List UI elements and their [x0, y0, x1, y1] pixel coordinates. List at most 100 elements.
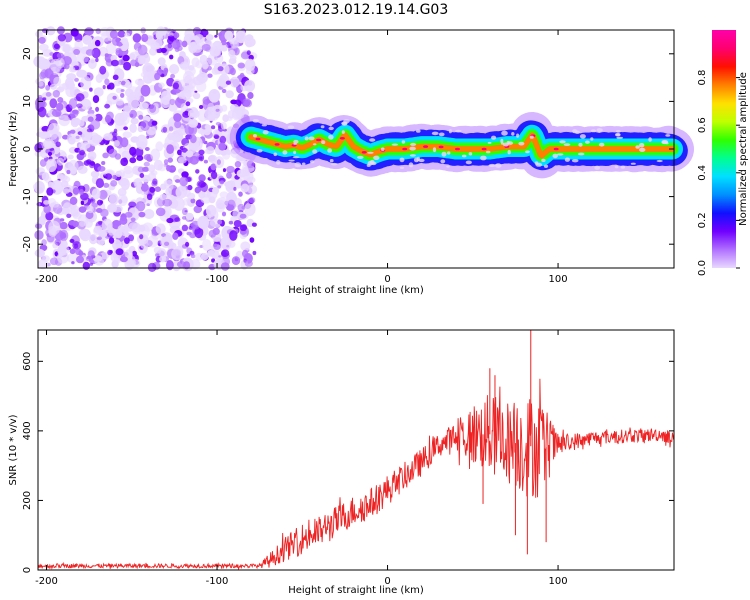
- heatmap-noise-cell: [68, 98, 78, 109]
- heatmap-faint-cell: [328, 126, 334, 131]
- heatmap-noise-cell: [62, 44, 71, 53]
- heatmap-faint-cell: [639, 147, 646, 152]
- heatmap-cells: [32, 26, 694, 272]
- heatmap-ridge-peak: [361, 151, 367, 154]
- heatmap-noise-cell: [177, 149, 182, 156]
- heatmap-noise-cell: [55, 141, 61, 148]
- spectrogram-x-ticks: -200 -100 0 100: [35, 30, 568, 285]
- heatmap-faint-cell: [529, 135, 534, 139]
- heatmap-noise-cell: [222, 242, 231, 252]
- heatmap-noise-cell: [102, 85, 106, 90]
- heatmap-noise-cell: [143, 209, 155, 219]
- heatmap-noise-cell: [122, 105, 132, 114]
- heatmap-noise-cell: [139, 234, 144, 240]
- heatmap-noise-cell: [203, 159, 208, 164]
- heatmap-noise-cell: [175, 179, 181, 183]
- heatmap-noise-cell: [37, 81, 44, 87]
- colorbar-ticks: 0.0 0.2 0.4 0.6 0.8: [697, 70, 740, 276]
- heatmap-noise-cell: [87, 250, 95, 259]
- heatmap-noise-cell: [87, 109, 95, 115]
- heatmap-noise-cell: [66, 252, 79, 264]
- heatmap-noise-cell: [185, 241, 190, 247]
- heatmap-noise-cell: [110, 59, 120, 67]
- heatmap-noise-cell: [162, 205, 172, 218]
- heatmap-noise-cell: [104, 103, 110, 109]
- heatmap-noise-cell: [45, 92, 52, 97]
- heatmap-noise-cell: [45, 158, 58, 173]
- heatmap-ridge-band: [248, 132, 676, 159]
- heatmap-noise-cell: [113, 140, 120, 147]
- heatmap-noise-cell: [194, 33, 204, 44]
- heatmap-noise-cell: [124, 249, 133, 259]
- heatmap-noise-cell: [115, 248, 124, 256]
- heatmap-noise-cell: [108, 82, 115, 90]
- heatmap-noise-cell: [47, 181, 55, 189]
- heatmap-noise-cell: [163, 67, 169, 74]
- heatmap-faint-cell: [401, 140, 406, 144]
- heatmap-noise-cell: [100, 252, 110, 260]
- heatmap-noise-cell: [88, 160, 96, 169]
- heatmap-noise-cell: [123, 126, 128, 131]
- heatmap-noise-cell: [213, 243, 218, 248]
- heatmap-noise-cell: [44, 176, 52, 184]
- heatmap-noise-cell: [171, 248, 183, 261]
- heatmap-noise-cell: [200, 253, 209, 261]
- heatmap-noise-cell: [212, 187, 220, 195]
- heatmap-noise-cell: [140, 84, 151, 97]
- heatmap-noise-cell: [148, 164, 156, 173]
- heatmap-faint-cell: [329, 159, 334, 163]
- heatmap-faint-cell: [328, 134, 334, 140]
- heatmap-faint-cell: [598, 142, 605, 147]
- heatmap-noise-cell: [169, 54, 174, 60]
- heatmap-noise-cell: [101, 218, 113, 233]
- heatmap-noise-cell: [185, 101, 191, 107]
- snr-y-tick-label: 200: [22, 491, 33, 510]
- heatmap-faint-cell: [312, 143, 317, 146]
- heatmap-faint-cell: [262, 130, 269, 135]
- heatmap-noise-cell: [78, 228, 90, 240]
- heatmap-noise-cell: [162, 126, 168, 133]
- snr-spikes: [482, 330, 547, 555]
- heatmap-noise-cell: [220, 262, 230, 271]
- heatmap-faint-cell: [577, 152, 585, 156]
- heatmap-noise-cell: [38, 215, 46, 226]
- heatmap-faint-cell: [630, 162, 636, 165]
- heatmap-noise-cell: [58, 115, 70, 127]
- heatmap-noise-cell: [210, 244, 223, 253]
- heatmap-faint-cell: [502, 142, 509, 147]
- heatmap-faint-cell: [491, 135, 497, 140]
- spectrogram-x-tick-label: 100: [549, 274, 568, 285]
- heatmap-ridge-peak: [255, 137, 261, 141]
- heatmap-faint-cell: [367, 151, 374, 154]
- heatmap-noise-cell: [131, 152, 137, 158]
- heatmap-noise-cell: [181, 224, 189, 232]
- heatmap-faint-cell: [438, 132, 445, 137]
- heatmap-noise-cell: [247, 92, 254, 99]
- heatmap-noise-cell: [172, 82, 180, 90]
- heatmap-noise-cell: [69, 248, 76, 255]
- heatmap-noise-cell: [129, 157, 137, 164]
- heatmap-noise-cell: [130, 259, 141, 268]
- heatmap-noise-cell: [57, 97, 64, 103]
- snr-x-tick-label: 0: [384, 576, 390, 587]
- heatmap-noise-cell: [225, 149, 233, 155]
- colorbar-tick-label: 0.4: [697, 165, 708, 181]
- heatmap-noise-cell: [89, 87, 93, 92]
- heatmap-noise-cell: [176, 261, 187, 268]
- heatmap-noise-cell: [122, 131, 132, 138]
- heatmap-noise-cell: [72, 241, 82, 250]
- heatmap-noise-cell: [242, 98, 251, 106]
- heatmap-faint-cell: [282, 150, 288, 155]
- heatmap-noise-cell: [115, 170, 123, 177]
- heatmap-noise-cell: [237, 203, 245, 212]
- colorbar-tick-label: 0.2: [697, 212, 708, 228]
- heatmap-faint-cell: [321, 140, 326, 145]
- heatmap-noise-cell: [101, 31, 112, 42]
- heatmap-noise-cell: [72, 109, 80, 115]
- heatmap-noise-cell: [233, 186, 237, 191]
- heatmap-noise-cell: [190, 254, 196, 259]
- heatmap-noise-cell: [42, 97, 47, 101]
- heatmap-noise-cell: [115, 87, 123, 94]
- heatmap-noise-cell: [160, 47, 167, 54]
- heatmap-noise-cell: [82, 34, 93, 45]
